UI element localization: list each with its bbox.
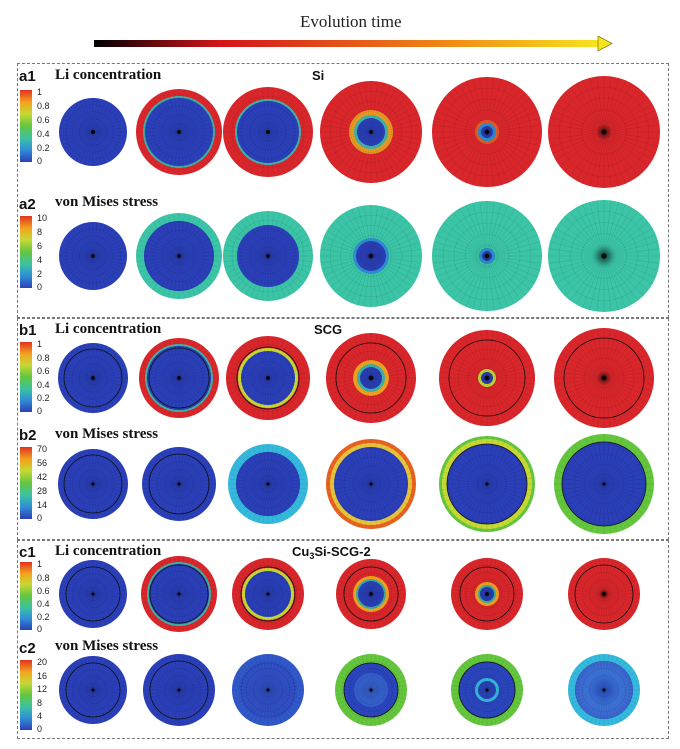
panel-a	[17, 63, 669, 318]
material-si: Si	[312, 68, 325, 83]
colorbar-c2	[20, 660, 32, 730]
tick-a2-0: 10	[37, 213, 48, 223]
ticks-a1: 1 0.8 0.6 0.4 0.2 0	[37, 87, 61, 166]
tick-b2-2: 42	[37, 472, 48, 482]
ticks-c1: 1 0.8 0.6 0.4 0.2 0	[37, 559, 61, 634]
tick-a1-1: 0.8	[37, 101, 50, 111]
tick-b2-4: 14	[37, 500, 48, 510]
label-c1: c1	[19, 544, 36, 561]
panel-b	[17, 318, 669, 540]
tick-c1-3: 0.4	[37, 599, 50, 609]
tick-c2-2: 12	[37, 684, 48, 694]
tick-c1-2: 0.6	[37, 586, 50, 596]
title-a1: Li concentration	[55, 67, 162, 83]
tick-b1-2: 0.6	[37, 366, 50, 376]
colorbar-a2	[20, 216, 32, 288]
title-b1: Li concentration	[55, 321, 162, 337]
tick-c1-5: 0	[37, 624, 43, 634]
tick-a1-0: 1	[37, 87, 43, 97]
tick-c2-5: 0	[37, 724, 43, 734]
title-c2: von Mises stress	[55, 638, 159, 654]
label-a1: a1	[19, 68, 36, 85]
mesh-overlay	[58, 76, 660, 726]
ticks-a2: 10 8 6 4 2 0	[37, 213, 61, 292]
title-b2: von Mises stress	[55, 426, 159, 442]
ticks-c2: 20 16 12 8 4 0	[37, 657, 61, 734]
tick-b1-0: 1	[37, 339, 43, 349]
tick-b2-5: 0	[37, 513, 43, 523]
tick-b1-4: 0.2	[37, 393, 50, 403]
evolution-time-label: Evolution time	[300, 12, 402, 31]
material-subscript: 3	[309, 551, 315, 561]
tick-a1-3: 0.4	[37, 129, 50, 139]
colorbar-c1	[20, 562, 32, 630]
tick-b2-1: 56	[37, 458, 48, 468]
title-c1: Li concentration	[55, 543, 162, 559]
label-c2: c2	[19, 640, 36, 657]
tick-a1-5: 0	[37, 156, 43, 166]
tick-b1-3: 0.4	[37, 380, 50, 390]
tick-c1-1: 0.8	[37, 573, 50, 583]
panel-c	[17, 540, 669, 739]
colorbar-b1	[20, 342, 32, 412]
title-a2: von Mises stress	[55, 194, 159, 210]
tick-a1-4: 0.2	[37, 143, 50, 153]
tick-c2-4: 4	[37, 711, 43, 721]
label-b1: b1	[19, 322, 37, 339]
tick-c1-4: 0.2	[37, 612, 50, 622]
tick-a2-1: 8	[37, 227, 43, 237]
tick-c2-0: 20	[37, 657, 48, 667]
tick-b1-5: 0	[37, 406, 43, 416]
colorbar-a1	[20, 90, 32, 162]
label-a2: a2	[19, 196, 36, 213]
ticks-b1: 1 0.8 0.6 0.4 0.2 0	[37, 339, 61, 416]
tick-a2-5: 0	[37, 282, 43, 292]
tick-c2-1: 16	[37, 671, 48, 681]
tick-a2-3: 4	[37, 255, 43, 265]
tick-b1-1: 0.8	[37, 353, 50, 363]
evolution-time-arrow	[94, 36, 613, 52]
material-scg: SCG	[314, 322, 343, 337]
label-b2: b2	[19, 427, 37, 444]
ticks-b2: 70 56 42 28 14 0	[37, 444, 61, 523]
material-suffix: Si-SCG-2	[314, 544, 371, 559]
tick-c2-3: 8	[37, 698, 43, 708]
tick-a1-2: 0.6	[37, 115, 50, 125]
colorbar-b2	[20, 447, 32, 519]
tick-a2-2: 6	[37, 241, 43, 251]
disc-centers	[91, 129, 607, 692]
tick-b2-0: 70	[37, 444, 48, 454]
material-prefix: Cu	[292, 544, 310, 559]
tick-c1-0: 1	[37, 559, 43, 569]
tick-a2-4: 2	[37, 269, 43, 279]
tick-b2-3: 28	[37, 486, 48, 496]
material-cu3si-scg-2: Cu3Si-SCG-2	[292, 544, 371, 561]
